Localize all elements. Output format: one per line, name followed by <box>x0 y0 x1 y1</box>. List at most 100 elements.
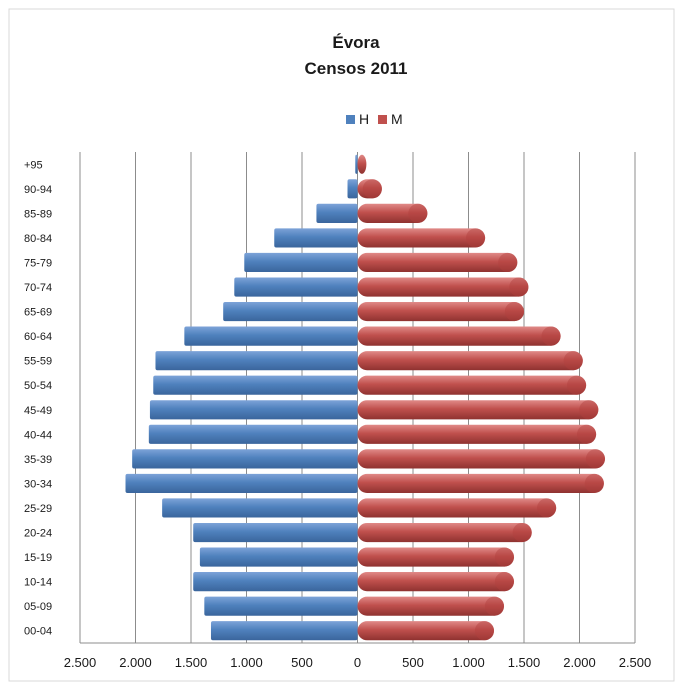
category-label: 40-44 <box>24 429 52 441</box>
bar-m-80-84 <box>357 228 486 248</box>
bar-cap-75-79 <box>498 252 518 273</box>
bar-m-40-44 <box>357 424 597 444</box>
bar-cap-65-69 <box>504 302 524 322</box>
category-label: 70-74 <box>24 282 52 294</box>
bar-m-00-04 <box>357 621 495 641</box>
bar-cap-45-49 <box>579 400 599 420</box>
category-label: 60-64 <box>24 331 52 343</box>
category-label: 50-54 <box>24 380 52 392</box>
bar-h-70-74 <box>234 277 358 297</box>
bar-m-50-54 <box>357 375 587 395</box>
x-tick-label: 500 <box>291 655 313 670</box>
x-tick-label: 2.000 <box>119 655 152 670</box>
bar-h-15-19 <box>199 547 358 567</box>
bar-h-45-49 <box>149 400 358 420</box>
bar-cap-90-94 <box>362 179 382 199</box>
bar-h-00-04 <box>210 621 358 641</box>
bar-h-60-64 <box>184 326 358 346</box>
x-tick-label: 2.500 <box>619 655 652 670</box>
category-label: 35-39 <box>24 454 52 466</box>
legend-label-m: M <box>391 111 403 127</box>
bar-m-70-74 <box>357 277 529 297</box>
x-tick-label: 500 <box>402 655 424 670</box>
bar-m-05-09 <box>357 596 505 616</box>
bar-cap-25-29 <box>537 498 557 518</box>
category-label: 75-79 <box>24 257 52 269</box>
bar-h-65-69 <box>223 302 358 322</box>
bar-cap-55-59 <box>563 351 583 371</box>
category-label: 85-89 <box>24 208 52 220</box>
bar-m-65-69 <box>357 302 524 322</box>
bar-cap-40-44 <box>577 424 597 444</box>
category-label: 45-49 <box>24 405 52 417</box>
category-label: 15-19 <box>24 552 52 564</box>
bar-h-+95 <box>355 154 358 174</box>
bar-m-35-39 <box>357 449 606 469</box>
category-label: 30-34 <box>24 478 52 490</box>
bar-cap-70-74 <box>509 277 529 297</box>
x-tick-label: 1.000 <box>230 655 263 670</box>
bar-m-60-64 <box>357 326 561 346</box>
chart-subtitle: Censos 2011 <box>304 59 407 78</box>
x-tick-label: 1.500 <box>508 655 541 670</box>
chart-title: Évora <box>332 33 380 52</box>
bar-h-05-09 <box>204 596 358 616</box>
bar-h-80-84 <box>274 228 358 248</box>
legend-label-h: H <box>359 111 369 127</box>
category-label: 00-04 <box>24 626 52 638</box>
x-tick-label: 2.000 <box>563 655 596 670</box>
x-tick-label: 1.000 <box>452 655 485 670</box>
category-label: 25-29 <box>24 503 52 515</box>
bar-h-40-44 <box>148 424 358 444</box>
bars <box>125 154 606 641</box>
bar-cap-05-09 <box>484 596 505 616</box>
bar-cap-35-39 <box>585 449 606 469</box>
category-label: 10-14 <box>24 577 52 589</box>
bar-cap-00-04 <box>474 621 495 641</box>
category-labels: 00-04 05-09 10-14 15-19 20-24 25-29 30-34 35-39… <box>24 159 52 637</box>
category-label: +95 <box>24 159 43 171</box>
x-axis-ticks: 2.500 2.000 1.500 1.000 500 0 500 1.000 1.500 2.0… <box>64 655 652 670</box>
bar-h-20-24 <box>193 522 358 543</box>
bar-m-45-49 <box>357 400 599 420</box>
bar-m-+95 <box>357 154 367 174</box>
legend-swatch-h <box>346 115 355 124</box>
bar-m-30-34 <box>357 473 604 493</box>
x-tick-label: 2.500 <box>64 655 97 670</box>
category-label: 65-69 <box>24 307 52 319</box>
bar-m-15-19 <box>357 547 515 567</box>
bar-cap-15-19 <box>494 547 515 567</box>
bar-m-20-24 <box>357 522 532 543</box>
bar-cap-85-89 <box>408 203 428 223</box>
legend-swatch-m <box>378 115 387 124</box>
bar-h-90-94 <box>347 179 358 199</box>
category-label: 90-94 <box>24 184 52 196</box>
x-tick-label: 0 <box>354 655 361 670</box>
bar-h-30-34 <box>125 473 358 493</box>
bar-h-50-54 <box>153 375 358 395</box>
bar-m-25-29 <box>357 498 557 518</box>
bar-h-10-14 <box>193 572 358 592</box>
bar-m-55-59 <box>357 351 583 371</box>
bar-h-35-39 <box>132 449 358 469</box>
x-tick-label: 1.500 <box>175 655 208 670</box>
category-label: 80-84 <box>24 233 52 245</box>
bar-m-85-89 <box>357 203 428 223</box>
category-label: 55-59 <box>24 356 52 368</box>
bar-h-85-89 <box>316 203 358 223</box>
bar-cap-10-14 <box>494 572 515 592</box>
category-label: 05-09 <box>24 601 52 613</box>
bar-h-55-59 <box>155 351 358 371</box>
bar-cap-30-34 <box>584 473 604 493</box>
bar-cap-80-84 <box>466 228 486 248</box>
bar-cap-50-54 <box>567 375 587 395</box>
bar-h-75-79 <box>244 252 358 273</box>
bar-cap-60-64 <box>541 326 561 346</box>
bar-h-25-29 <box>162 498 358 518</box>
bar-m-90-94 <box>357 179 382 199</box>
category-label: 20-24 <box>24 528 52 540</box>
bar-m-10-14 <box>357 572 515 592</box>
